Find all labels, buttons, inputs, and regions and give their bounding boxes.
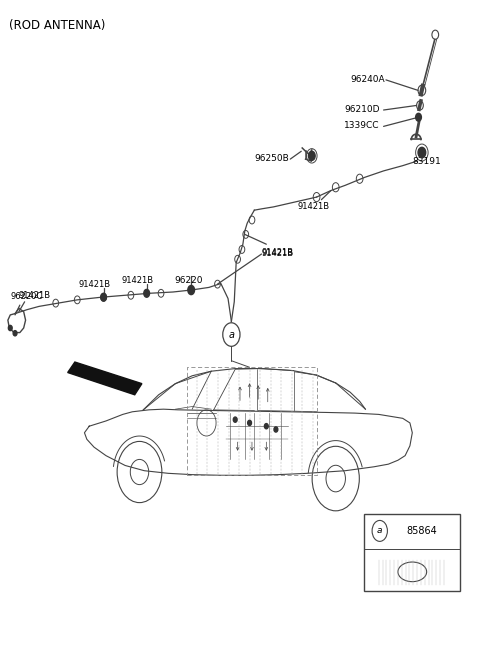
FancyBboxPatch shape	[364, 514, 460, 591]
Text: 91421B: 91421B	[19, 291, 51, 300]
Text: a: a	[228, 329, 234, 340]
Text: 91421B: 91421B	[298, 203, 330, 211]
Text: 96220C: 96220C	[10, 292, 43, 301]
Circle shape	[233, 417, 237, 422]
Text: (ROD ANTENNA): (ROD ANTENNA)	[9, 19, 106, 32]
Text: a: a	[377, 526, 383, 535]
Circle shape	[248, 420, 252, 426]
Text: 96240A: 96240A	[350, 75, 384, 85]
Text: 1339CC: 1339CC	[344, 121, 380, 131]
Text: 96210D: 96210D	[344, 105, 380, 114]
Circle shape	[416, 113, 421, 121]
Text: 96250B: 96250B	[254, 154, 289, 163]
Circle shape	[13, 331, 17, 336]
Text: 83191: 83191	[412, 157, 441, 165]
Circle shape	[8, 325, 12, 331]
Text: 91421B: 91421B	[121, 276, 154, 285]
Text: 91421B: 91421B	[262, 249, 294, 258]
Text: 96220: 96220	[174, 276, 203, 285]
Circle shape	[188, 285, 194, 295]
Text: 91421B: 91421B	[78, 279, 110, 289]
Circle shape	[264, 424, 268, 429]
Circle shape	[144, 289, 150, 297]
Text: 85864: 85864	[407, 526, 437, 536]
Circle shape	[418, 148, 426, 158]
Circle shape	[101, 293, 107, 301]
Circle shape	[309, 152, 315, 161]
Circle shape	[274, 427, 278, 432]
Text: 91421B: 91421B	[262, 247, 294, 256]
Polygon shape	[68, 362, 142, 395]
